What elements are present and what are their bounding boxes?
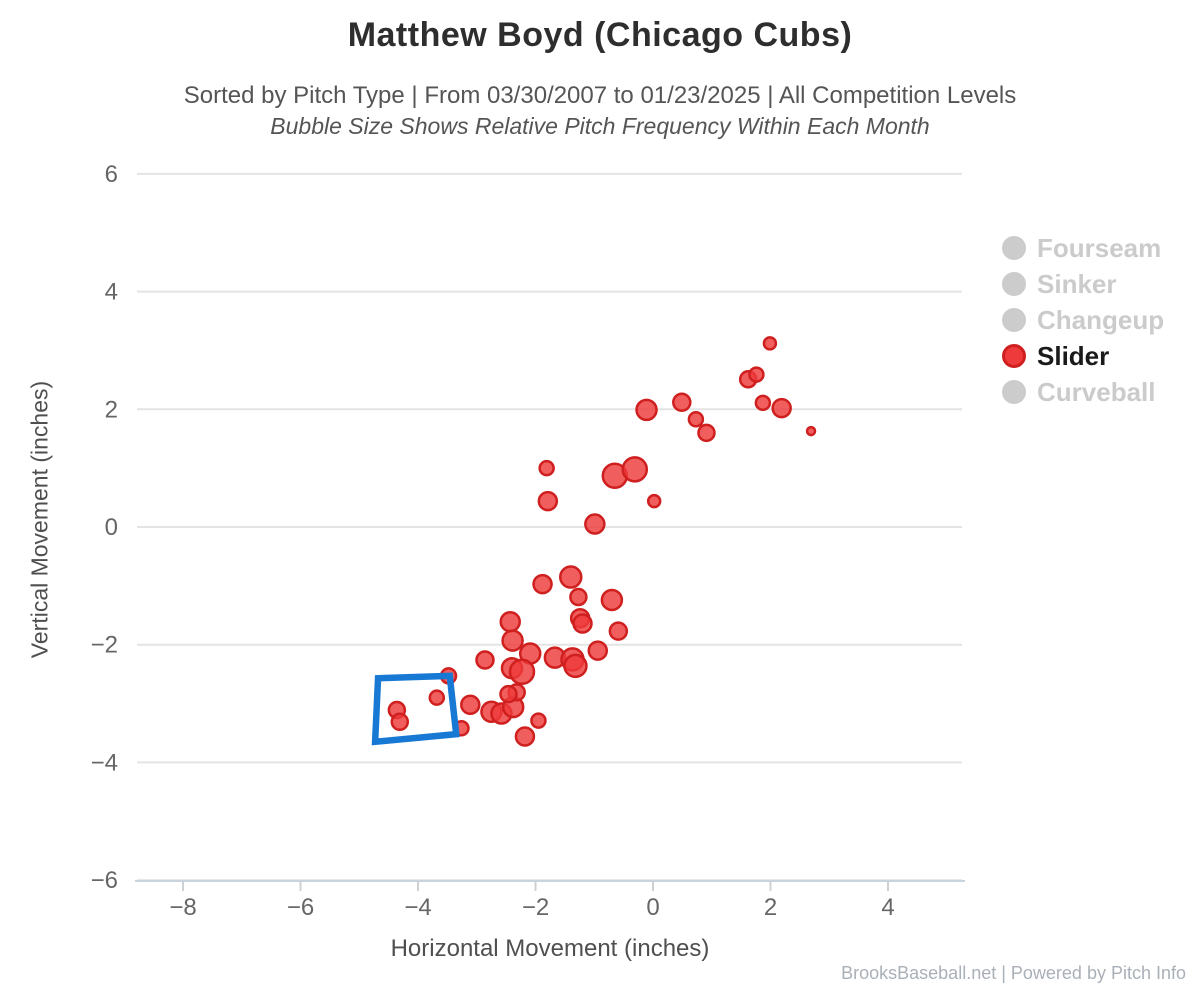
legend-item-fourseam[interactable]: Fourseam [1002, 230, 1164, 266]
y-tick-label: −2 [91, 632, 118, 659]
pitch-bubble-slider[interactable] [532, 573, 553, 595]
legend-marker-icon [1002, 380, 1026, 404]
legend-item-label: Changeup [1037, 304, 1165, 335]
pitch-bubble-slider[interactable] [537, 490, 559, 512]
pitch-bubble-slider[interactable] [697, 423, 716, 443]
pitch-bubble-slider[interactable] [672, 392, 692, 412]
legend-item-slider[interactable]: Slider [1002, 338, 1164, 374]
pitch-bubble-slider[interactable] [428, 689, 446, 706]
legend-item-changeup[interactable]: Changeup [1002, 302, 1164, 338]
legend-item-curveball[interactable]: Curveball [1002, 374, 1164, 410]
y-tick-label: −4 [91, 749, 118, 776]
pitch-bubble-slider[interactable] [805, 425, 817, 437]
pitch-bubble-slider[interactable] [569, 587, 588, 607]
strike-zone-box [371, 672, 460, 746]
legend-item-label: Curveball [1037, 376, 1156, 407]
pitch-bubble-slider[interactable] [390, 712, 410, 732]
x-tick-label: −8 [169, 894, 196, 921]
y-tick-label: 4 [105, 279, 118, 306]
legend-marker-icon [1002, 344, 1026, 368]
chart-subtitle-frequency-note: Bubble Size Shows Relative Pitch Frequen… [270, 113, 930, 139]
x-tick-label: −4 [404, 894, 431, 921]
y-tick-label: 6 [105, 161, 118, 188]
y-tick-label: 2 [105, 396, 118, 423]
legend-marker-icon [1002, 308, 1026, 332]
legend-marker-icon [1002, 272, 1026, 296]
legend-item-label: Fourseam [1037, 232, 1162, 263]
pitch-bubble-slider[interactable] [608, 621, 629, 641]
chart-subtitle: Sorted by Pitch Type | From 03/30/2007 t… [183, 82, 1017, 109]
pitch-bubble-slider[interactable] [600, 588, 624, 612]
legend: Fourseam Sinker Changeup Slider Curveball [1002, 230, 1164, 410]
pitch-bubble-slider[interactable] [501, 629, 524, 652]
pitch-bubble-slider[interactable] [460, 694, 481, 715]
x-tick-label: −2 [522, 894, 549, 921]
y-tick-label: −6 [91, 867, 118, 894]
pitch-bubble-slider[interactable] [687, 411, 705, 428]
credit-text: BrooksBaseball.net | Powered by Pitch In… [841, 963, 1186, 983]
legend-marker-icon [1002, 236, 1026, 260]
pitch-bubble-slider[interactable] [646, 493, 662, 509]
x-tick-label: 0 [646, 894, 659, 921]
pitch-bubble-slider[interactable] [563, 653, 588, 679]
x-tick-label: 4 [881, 894, 894, 921]
pitch-bubble-slider[interactable] [514, 726, 536, 747]
x-tick-label: 2 [764, 894, 777, 921]
pitch-bubble-slider[interactable] [499, 684, 518, 704]
pitch-bubble-slider[interactable] [621, 456, 649, 483]
pitch-bubble-slider[interactable] [748, 366, 765, 383]
pitch-bubble-slider[interactable] [559, 565, 583, 589]
pitch-bubble-slider[interactable] [499, 610, 521, 633]
legend-item-label: Slider [1037, 340, 1110, 371]
pitch-bubble-slider[interactable] [762, 336, 778, 351]
pitch-bubble-slider[interactable] [584, 513, 606, 535]
pitch-bubble-slider[interactable] [754, 394, 772, 412]
x-tick-label: −6 [287, 894, 314, 921]
y-axis-title: Vertical Movement (inches) [26, 380, 53, 659]
pitch-bubble-slider[interactable] [771, 397, 792, 419]
pitch-bubble-slider[interactable] [635, 398, 658, 422]
chart-title: Matthew Boyd (Chicago Cubs) [347, 16, 853, 54]
pitch-bubble-slider[interactable] [530, 712, 547, 729]
pitch-bubble-slider[interactable] [587, 640, 609, 661]
pitch-bubble-slider[interactable] [508, 658, 536, 686]
y-tick-label: 0 [105, 514, 118, 541]
legend-item-sinker[interactable]: Sinker [1002, 266, 1164, 302]
pitch-bubble-slider[interactable] [475, 650, 495, 670]
pitch-bubble-slider[interactable] [572, 613, 593, 634]
x-axis-title: Horizontal Movement (inches) [390, 935, 710, 962]
pitch-bubble-slider[interactable] [538, 459, 555, 477]
legend-item-label: Sinker [1037, 268, 1117, 299]
